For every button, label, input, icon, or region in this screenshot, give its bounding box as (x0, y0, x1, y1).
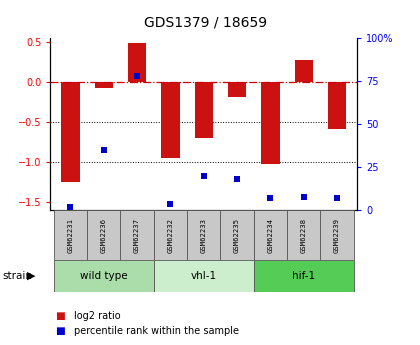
Bar (154, 260, 254, 292)
Text: GSM62235: GSM62235 (234, 218, 240, 253)
Bar (87, 210, 121, 260)
Bar (128, 43, 146, 82)
Bar (194, 82, 213, 138)
Text: percentile rank within the sample: percentile rank within the sample (74, 326, 239, 336)
Bar (294, 60, 313, 82)
Text: GSM62238: GSM62238 (301, 218, 307, 253)
Point (167, 201, 174, 206)
Point (333, 196, 340, 201)
Bar (328, 82, 346, 129)
Point (200, 173, 207, 179)
Text: log2 ratio: log2 ratio (74, 311, 120, 321)
Bar (220, 210, 254, 260)
Bar (228, 82, 246, 97)
Point (100, 147, 107, 153)
Text: vhl-1: vhl-1 (191, 271, 217, 281)
Text: GSM62231: GSM62231 (67, 218, 74, 253)
Text: GSM62237: GSM62237 (134, 218, 140, 253)
Bar (121, 210, 154, 260)
Text: GSM62232: GSM62232 (168, 218, 173, 253)
Bar (154, 210, 187, 260)
Bar (254, 260, 354, 292)
Text: GSM62239: GSM62239 (334, 218, 340, 253)
Point (67, 204, 74, 210)
Bar (61, 82, 79, 183)
Bar (287, 210, 320, 260)
Text: ▶: ▶ (27, 271, 36, 281)
Point (267, 196, 274, 201)
Text: ■: ■ (55, 311, 64, 321)
Bar (54, 210, 87, 260)
Point (234, 177, 240, 182)
Text: GSM62236: GSM62236 (101, 218, 107, 253)
Text: ■: ■ (55, 326, 64, 336)
Text: hif-1: hif-1 (292, 271, 315, 281)
Bar (254, 210, 287, 260)
Bar (94, 82, 113, 89)
Bar (320, 210, 354, 260)
Bar (54, 260, 154, 292)
Text: GSM62234: GSM62234 (268, 218, 273, 253)
Bar (187, 210, 220, 260)
Text: strain: strain (2, 271, 32, 281)
Point (300, 194, 307, 199)
Bar (261, 82, 280, 164)
Text: wild type: wild type (80, 271, 128, 281)
Point (134, 73, 140, 79)
Text: GDS1379 / 18659: GDS1379 / 18659 (144, 15, 268, 29)
Text: GSM62233: GSM62233 (201, 218, 207, 253)
Bar (161, 82, 179, 158)
